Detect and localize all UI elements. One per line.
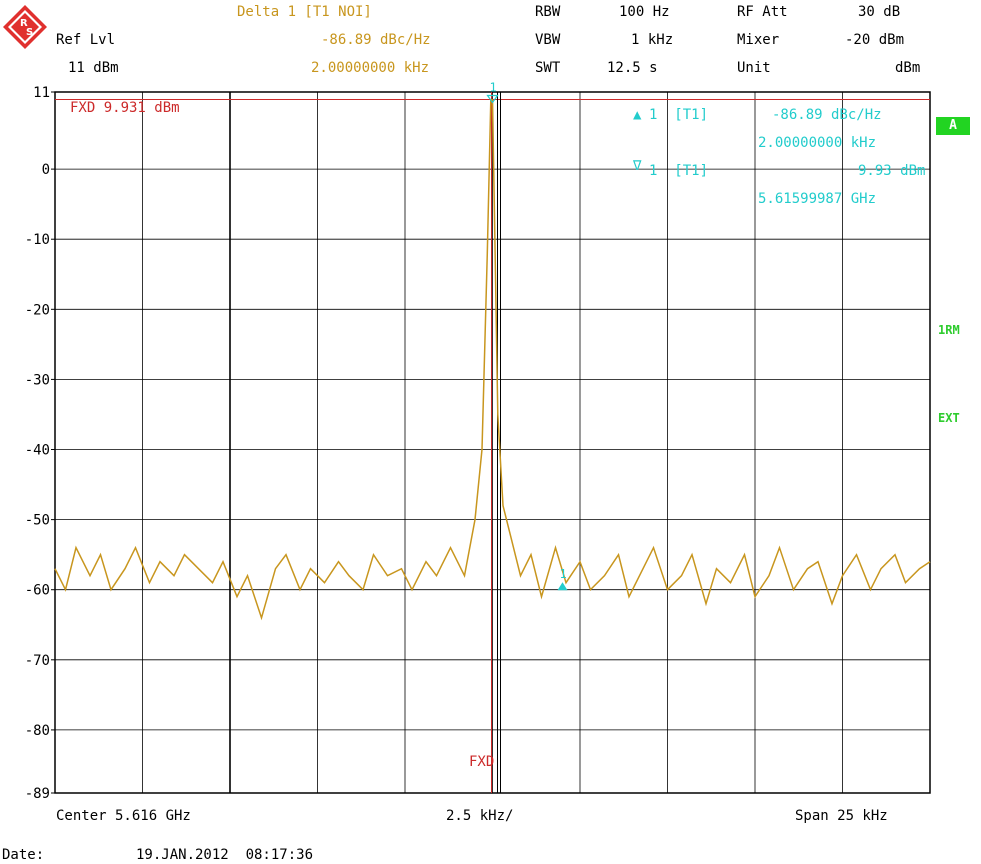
rbw-value: 100 Hz bbox=[619, 4, 670, 20]
y-tick-label: 0 bbox=[42, 162, 50, 178]
marker-2-value: 9.93 dBm bbox=[858, 163, 926, 179]
marker-2-label: 1 [T1] bbox=[649, 163, 709, 179]
date-label: Date: bbox=[2, 847, 45, 863]
peak-marker-icon bbox=[486, 94, 499, 104]
vbw-value: 1 kHz bbox=[631, 32, 674, 48]
rohde-schwarz-logo: R S bbox=[3, 5, 47, 49]
vbw-label: VBW bbox=[535, 32, 561, 48]
y-tick-label: -10 bbox=[25, 232, 50, 248]
peak-marker-label: 1 bbox=[490, 81, 497, 95]
y-tick-label: -70 bbox=[25, 653, 50, 669]
marker-2-frequency: 5.61599987 GHz bbox=[758, 191, 877, 207]
y-tick-label: -60 bbox=[25, 583, 50, 599]
span-frequency: Span 25 kHz bbox=[795, 808, 888, 824]
delta-marker-value: -86.89 dBc/Hz bbox=[321, 32, 431, 48]
y-tick-label: -50 bbox=[25, 513, 50, 529]
marker-2-symbol-icon: ∇ bbox=[633, 158, 642, 174]
swt-value: 12.5 s bbox=[607, 60, 658, 76]
marker-1-frequency: 2.00000000 kHz bbox=[758, 135, 877, 151]
swt-label: SWT bbox=[535, 60, 561, 76]
marker-1-label: 1 [T1] bbox=[649, 107, 709, 123]
center-frequency: Center 5.616 GHz bbox=[56, 808, 191, 824]
rf-att-label: RF Att bbox=[737, 4, 788, 20]
svg-text:R: R bbox=[20, 18, 28, 29]
trace-mode-badge: 1RM bbox=[938, 323, 960, 337]
date-value: 19.JAN.2012 08:17:36 bbox=[136, 847, 314, 863]
marker-1-value: -86.89 dBc/Hz bbox=[772, 107, 882, 123]
delta-marker-label: 1 bbox=[560, 567, 567, 581]
spectrum-trace bbox=[54, 98, 931, 621]
fxd-label: FXD 9.931 dBm bbox=[70, 100, 180, 116]
y-tick-label: -20 bbox=[25, 302, 50, 318]
ref-level-value: 11 dBm bbox=[68, 60, 119, 76]
y-tick-label: 11 bbox=[33, 85, 50, 101]
unit-value: dBm bbox=[895, 60, 921, 76]
delta-marker-frequency: 2.00000000 kHz bbox=[311, 60, 430, 76]
delta-marker-icon bbox=[557, 582, 568, 591]
ref-level-label: Ref Lvl bbox=[56, 32, 116, 48]
unit-label: Unit bbox=[737, 60, 771, 76]
rf-att-value: 30 dB bbox=[858, 4, 901, 20]
svg-text:S: S bbox=[26, 27, 33, 38]
mixer-value: -20 dBm bbox=[845, 32, 905, 48]
ext-badge: EXT bbox=[938, 411, 960, 425]
y-tick-label: -30 bbox=[25, 372, 50, 388]
delta-marker-label: Delta 1 [T1 NOI] bbox=[237, 4, 372, 20]
rbw-label: RBW bbox=[535, 4, 561, 20]
marker-1-symbol-icon: ▲ bbox=[633, 107, 642, 123]
fxd-bottom-label: FXD bbox=[469, 754, 495, 770]
trace-a-badge: A bbox=[936, 117, 970, 135]
y-tick-label: -89 bbox=[25, 786, 50, 802]
y-tick-label: -80 bbox=[25, 723, 50, 739]
y-tick-label: -40 bbox=[25, 443, 50, 459]
mixer-label: Mixer bbox=[737, 32, 780, 48]
division-width: 2.5 kHz/ bbox=[446, 808, 514, 824]
